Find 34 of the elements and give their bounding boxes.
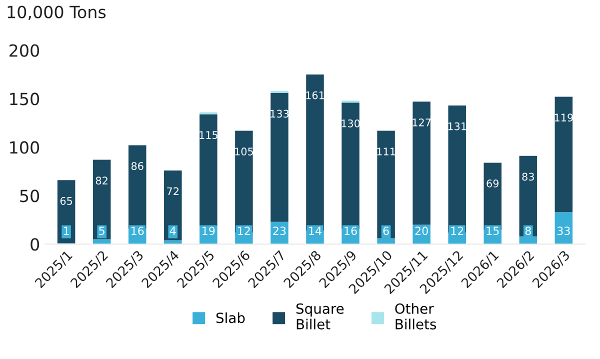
data-label: 19 [202, 226, 215, 236]
data-label: 23 [273, 226, 286, 236]
data-label: 130 [342, 119, 360, 128]
y-tick-label: 0 [30, 238, 40, 251]
y-tick-label: 50 [20, 190, 40, 202]
data-label: 111 [377, 148, 396, 156]
data-label: 83 [522, 172, 534, 181]
data-label: 20 [415, 226, 428, 236]
data-label: 33 [557, 226, 570, 236]
legend-label: Square Billet [296, 303, 344, 330]
data-label: 131 [448, 122, 466, 130]
data-label: 161 [306, 91, 324, 100]
y-axis-title: 10,000 Tons [8, 6, 106, 20]
data-label: 69 [486, 180, 499, 188]
data-label: 115 [200, 131, 218, 139]
legend-label: Slab [216, 312, 245, 324]
data-label: 105 [235, 148, 253, 156]
data-label: 5 [99, 226, 104, 236]
data-label: 133 [270, 110, 289, 118]
data-label: 72 [167, 187, 178, 196]
data-label: 127 [412, 118, 431, 126]
y-tick-label: 100 [10, 141, 40, 154]
data-label: 65 [60, 196, 72, 205]
legend-label: Other Billets [395, 303, 436, 330]
y-tick-label: 200 [10, 44, 40, 57]
data-label: 12 [238, 226, 250, 235]
data-label: 6 [383, 226, 389, 236]
data-label: 82 [96, 176, 108, 185]
data-label: 86 [131, 162, 144, 170]
data-label: 8 [525, 226, 531, 236]
data-label: 1 [64, 226, 69, 235]
data-label: 12 [451, 226, 464, 235]
y-tick-label: 150 [10, 92, 40, 106]
data-label: 4 [170, 226, 176, 235]
